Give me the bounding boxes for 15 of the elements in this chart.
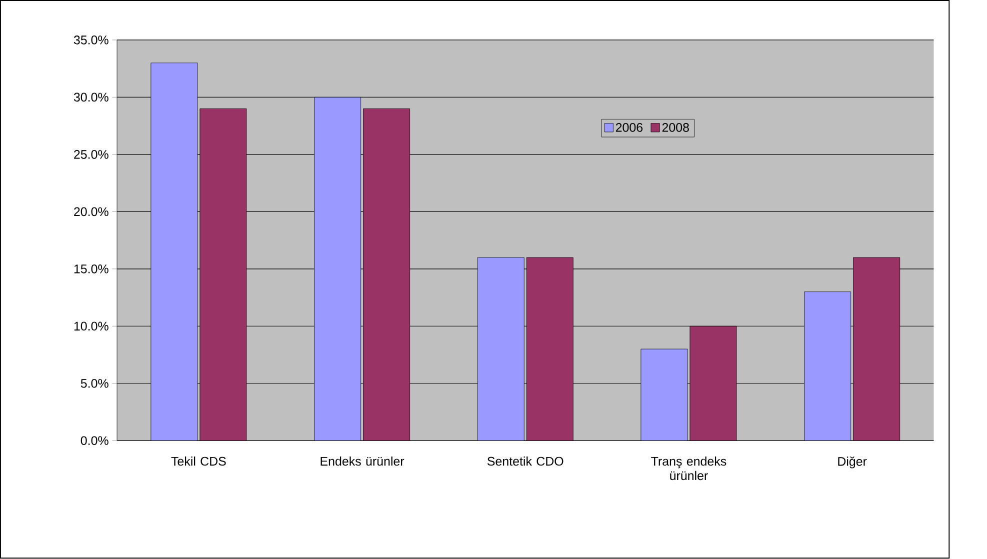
y-tick-label: 5.0%	[80, 379, 108, 388]
x-tick-label: Diğer	[838, 456, 867, 469]
x-tick-label: Tekil CDS	[171, 456, 226, 466]
y-tick-label: 0.0%	[80, 436, 108, 446]
y-tick-label: 30.0%	[74, 92, 108, 102]
legend-label: 2008	[662, 123, 689, 132]
y-tick-label: 25.0%	[74, 150, 108, 160]
x-tick-label: Endeks ürünler	[320, 456, 404, 466]
y-tick-label: 20.0%	[74, 207, 108, 216]
x-tick-label: Sentetik CDO	[487, 456, 564, 466]
x-tick-label: Tranş endeks ürünler	[651, 456, 726, 480]
legend-label: 2006	[616, 123, 643, 132]
y-tick-label: 10.0%	[74, 322, 108, 331]
y-tick-label: 15.0%	[74, 264, 108, 274]
y-tick-label: 35.0%	[74, 36, 108, 45]
